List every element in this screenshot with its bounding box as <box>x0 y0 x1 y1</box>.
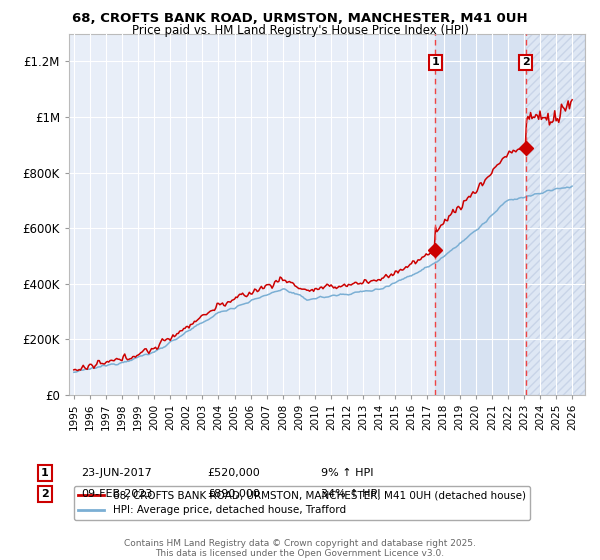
Text: 09-FEB-2023: 09-FEB-2023 <box>81 489 152 499</box>
Text: 34% ↑ HPI: 34% ↑ HPI <box>321 489 380 499</box>
Text: 1: 1 <box>431 58 439 68</box>
Text: £890,000: £890,000 <box>207 489 260 499</box>
Text: 1: 1 <box>41 468 49 478</box>
Bar <box>526 34 585 395</box>
Bar <box>526 34 585 395</box>
Legend: 68, CROFTS BANK ROAD, URMSTON, MANCHESTER, M41 0UH (detached house), HPI: Averag: 68, CROFTS BANK ROAD, URMSTON, MANCHESTE… <box>74 486 530 520</box>
Bar <box>435 34 526 395</box>
Text: Price paid vs. HM Land Registry's House Price Index (HPI): Price paid vs. HM Land Registry's House … <box>131 24 469 36</box>
Text: 9% ↑ HPI: 9% ↑ HPI <box>321 468 373 478</box>
Text: 23-JUN-2017: 23-JUN-2017 <box>81 468 152 478</box>
Text: 2: 2 <box>41 489 49 499</box>
Text: 2: 2 <box>521 58 529 68</box>
Text: £520,000: £520,000 <box>207 468 260 478</box>
Text: 68, CROFTS BANK ROAD, URMSTON, MANCHESTER, M41 0UH: 68, CROFTS BANK ROAD, URMSTON, MANCHESTE… <box>72 12 528 25</box>
Text: Contains HM Land Registry data © Crown copyright and database right 2025.
This d: Contains HM Land Registry data © Crown c… <box>124 539 476 558</box>
